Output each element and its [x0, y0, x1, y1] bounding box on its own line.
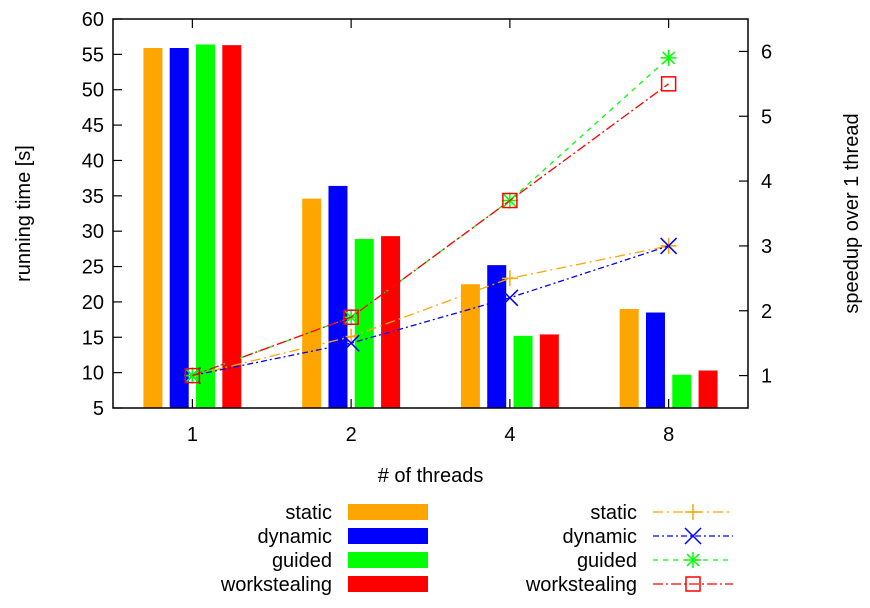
point-dynamic-2	[342, 334, 360, 352]
y-tick-label: 35	[82, 186, 104, 208]
point-static-4	[501, 270, 518, 287]
bar-guided-4	[513, 335, 533, 408]
bar-guided-1	[196, 44, 216, 408]
y-tick-label: 45	[82, 115, 104, 137]
y2-tick-label: 2	[761, 301, 772, 323]
y-tick-label: 5	[93, 398, 104, 420]
bar-static-8	[619, 308, 639, 408]
bar-dynamic-1	[169, 47, 189, 409]
y2-tick-label: 5	[761, 106, 772, 128]
x-axis-label: # of threads	[378, 465, 484, 487]
point-workstealing-1	[184, 367, 201, 384]
legend-bar-swatch-static	[348, 504, 428, 520]
bar-dynamic-2	[328, 185, 348, 408]
legend-bar-label-static: static	[285, 502, 332, 524]
y-tick-label: 15	[82, 327, 104, 349]
bars-layer	[143, 44, 718, 409]
bar-static-4	[460, 284, 480, 408]
legend-bar-swatch-dynamic	[348, 528, 428, 544]
x-tick-label: 4	[504, 424, 515, 446]
legend-line-label-workstealing: workstealing	[525, 574, 637, 596]
x-tick-label: 8	[663, 424, 674, 446]
point-dynamic-4	[501, 289, 519, 307]
legend-bar-label-guided: guided	[272, 550, 332, 572]
bar-guided-2	[354, 238, 374, 408]
bar-static-2	[302, 198, 322, 408]
point-workstealing-4	[502, 192, 518, 209]
bar-static-1	[143, 47, 163, 409]
line-dynamic	[192, 245, 669, 377]
y2-tick-label: 6	[761, 41, 772, 63]
y-axis-label: running time [s]	[13, 145, 35, 282]
y-tick-label: 40	[82, 150, 104, 172]
bar-guided-8	[672, 374, 692, 408]
y-tick-label: 30	[82, 221, 104, 243]
point-workstealing-8	[660, 76, 677, 92]
legend-bar-swatch-workstealing	[348, 576, 428, 592]
y-tick-label: 25	[82, 257, 104, 279]
y-tick-label: 20	[82, 292, 104, 314]
y2-tick-label: 1	[761, 366, 772, 388]
legend-bar-label-workstealing: workstealing	[220, 574, 332, 596]
line-workstealing	[192, 83, 670, 377]
y-tick-label: 10	[82, 363, 104, 385]
legend-line-marker-workstealing	[685, 576, 701, 592]
legend-line-marker-static	[685, 504, 701, 520]
y2-tick-label: 3	[761, 236, 772, 258]
plot-frame	[112, 18, 749, 409]
legend-line-label-static: static	[590, 502, 637, 524]
x-tick-label: 1	[187, 424, 198, 446]
x-tick-label: 2	[346, 424, 357, 446]
y2-tick-label: 4	[761, 171, 772, 193]
bar-workstealing-1	[222, 45, 242, 408]
line-static	[192, 245, 669, 377]
y-tick-label: 60	[82, 9, 104, 31]
bar-dynamic-8	[645, 312, 665, 408]
y2-axis-label: speedup over 1 thread	[841, 113, 863, 313]
legend-bar-label-dynamic: dynamic	[258, 526, 332, 548]
legend-line-label-guided: guided	[577, 550, 637, 572]
legend-bar-swatch-guided	[348, 552, 428, 568]
point-dynamic-8	[660, 237, 678, 255]
legend-line-label-dynamic: dynamic	[563, 526, 637, 548]
point-guided-8	[660, 49, 677, 66]
line-guided	[192, 57, 670, 377]
point-workstealing-2	[343, 309, 359, 325]
bar-dynamic-4	[487, 265, 507, 408]
point-static-2	[343, 328, 360, 345]
bar-workstealing-8	[698, 370, 718, 408]
legend-line-marker-dynamic	[684, 527, 702, 545]
legend: staticdynamicguidedworkstealingstaticdyn…	[220, 502, 733, 596]
bar-workstealing-4	[539, 334, 559, 408]
y-tick-label: 55	[82, 44, 104, 66]
y-tick-label: 50	[82, 80, 104, 102]
lines-layer	[183, 49, 678, 385]
legend-line-marker-guided	[685, 552, 701, 568]
